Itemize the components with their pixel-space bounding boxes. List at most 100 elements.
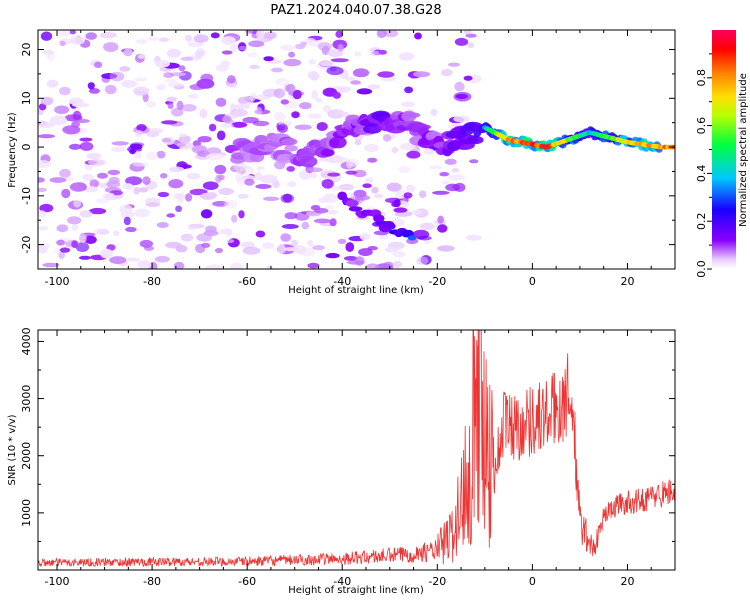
spectral-cell: [42, 50, 55, 55]
spectral-cell: [220, 36, 236, 45]
spectral-cell: [256, 30, 265, 39]
spectral-cell: [453, 115, 470, 123]
spectral-cell: [313, 218, 331, 224]
spectral-cell: [326, 66, 344, 76]
spectral-cell: [49, 115, 68, 126]
spectral-cell: [134, 90, 146, 96]
spectral-cell: [205, 152, 224, 161]
spectrogram-x-tick-label: -20: [428, 275, 446, 288]
spectral-cell: [215, 64, 229, 72]
spectral-cell: [234, 172, 243, 182]
spectral-cell: [260, 174, 278, 184]
spectral-cell: [294, 124, 312, 130]
spectrogram-y-tick-label: 20: [20, 43, 33, 57]
spectral-cell: [75, 242, 90, 253]
spectral-cell: [125, 226, 137, 233]
spectral-cell: [222, 115, 232, 123]
spectral-cell: [177, 194, 184, 203]
spectral-cell: [96, 198, 110, 204]
spectral-cell: [419, 222, 435, 230]
spectrogram-y-tick-label: 10: [20, 91, 33, 105]
spectral-cell: [383, 261, 394, 269]
spectral-cell: [249, 64, 260, 70]
spectral-cell: [337, 44, 344, 52]
snr-axes: -100 -80 -60 -40 -20 0 20 1000 2000 3000 4000: [20, 327, 676, 588]
spectral-cell: [68, 97, 84, 105]
spectral-cell: [469, 159, 479, 164]
spectral-cell: [147, 36, 160, 41]
spectral-cell: [38, 187, 47, 192]
spectral-cell: [327, 172, 341, 177]
spectral-cell: [423, 148, 435, 155]
ridge-cell: [401, 112, 421, 119]
spectral-cell: [335, 157, 349, 164]
spectral-cell: [350, 80, 361, 85]
spectral-cell: [445, 183, 460, 192]
snr-plot-area: [38, 330, 675, 568]
spectral-cell: [154, 60, 170, 68]
spectral-cell: [59, 168, 71, 178]
branch-cell: [373, 214, 385, 223]
spectral-cell: [341, 111, 350, 117]
spectral-cell: [159, 173, 168, 179]
spectral-cell: [158, 37, 170, 42]
spectral-cell: [180, 233, 194, 242]
spectral-cell: [135, 129, 144, 138]
spectral-cell: [132, 162, 148, 167]
spectral-cell: [125, 257, 141, 262]
spectral-cell: [186, 172, 201, 180]
spectral-cell: [414, 32, 422, 40]
spectral-cell: [411, 209, 423, 215]
spectral-cell: [38, 226, 49, 231]
spectral-cell: [345, 242, 355, 252]
spectral-cell: [242, 116, 259, 124]
spectral-cell: [75, 119, 90, 123]
spectral-cell: [437, 245, 455, 252]
spectral-cell: [310, 173, 318, 179]
spectral-cell: [59, 40, 66, 47]
spectral-cell: [403, 192, 413, 199]
spectral-cell: [280, 99, 289, 105]
spectral-cell: [286, 83, 296, 94]
spectral-cell: [146, 130, 160, 138]
spectral-cell: [134, 77, 148, 82]
spectral-cell: [391, 146, 399, 154]
spectral-cell: [293, 245, 307, 254]
spectral-cell: [292, 89, 302, 100]
spectral-cell: [321, 179, 334, 189]
spectral-cell: [113, 230, 120, 237]
spectral-cell: [97, 172, 108, 179]
ridge-cell: [254, 134, 269, 145]
spectral-cell: [437, 215, 445, 224]
spectrogram-x-tick-label: 0: [529, 275, 536, 288]
spectral-cell: [104, 84, 117, 95]
spectral-cell: [343, 256, 358, 261]
spectral-cell: [221, 50, 233, 55]
spectral-cell: [69, 143, 82, 150]
spectral-cell: [230, 262, 243, 269]
spectral-cell: [346, 159, 353, 169]
spectral-cell: [58, 86, 71, 96]
spectral-cell: [275, 78, 290, 86]
spectral-cell: [354, 256, 365, 266]
spectral-cell: [200, 209, 213, 219]
spectral-cell: [437, 224, 448, 233]
spectral-cell: [201, 242, 211, 248]
spectral-cell: [307, 239, 314, 247]
spectral-cell: [109, 256, 127, 265]
spectral-cell: [58, 251, 65, 259]
spectral-cell: [216, 130, 226, 141]
spectral-cell: [376, 30, 387, 38]
spectral-cell: [71, 224, 79, 232]
spectral-cell: [367, 246, 378, 251]
spectral-cell: [119, 66, 131, 72]
spectral-cell: [311, 89, 319, 100]
spectral-cell: [233, 162, 247, 172]
spectral-cell: [324, 205, 335, 210]
spectral-cell: [299, 102, 312, 110]
spectral-cell: [38, 243, 51, 249]
spectral-cell: [287, 181, 297, 188]
ridge-cell: [363, 124, 382, 134]
spectral-cell: [416, 256, 429, 265]
spectral-cell: [204, 264, 223, 269]
